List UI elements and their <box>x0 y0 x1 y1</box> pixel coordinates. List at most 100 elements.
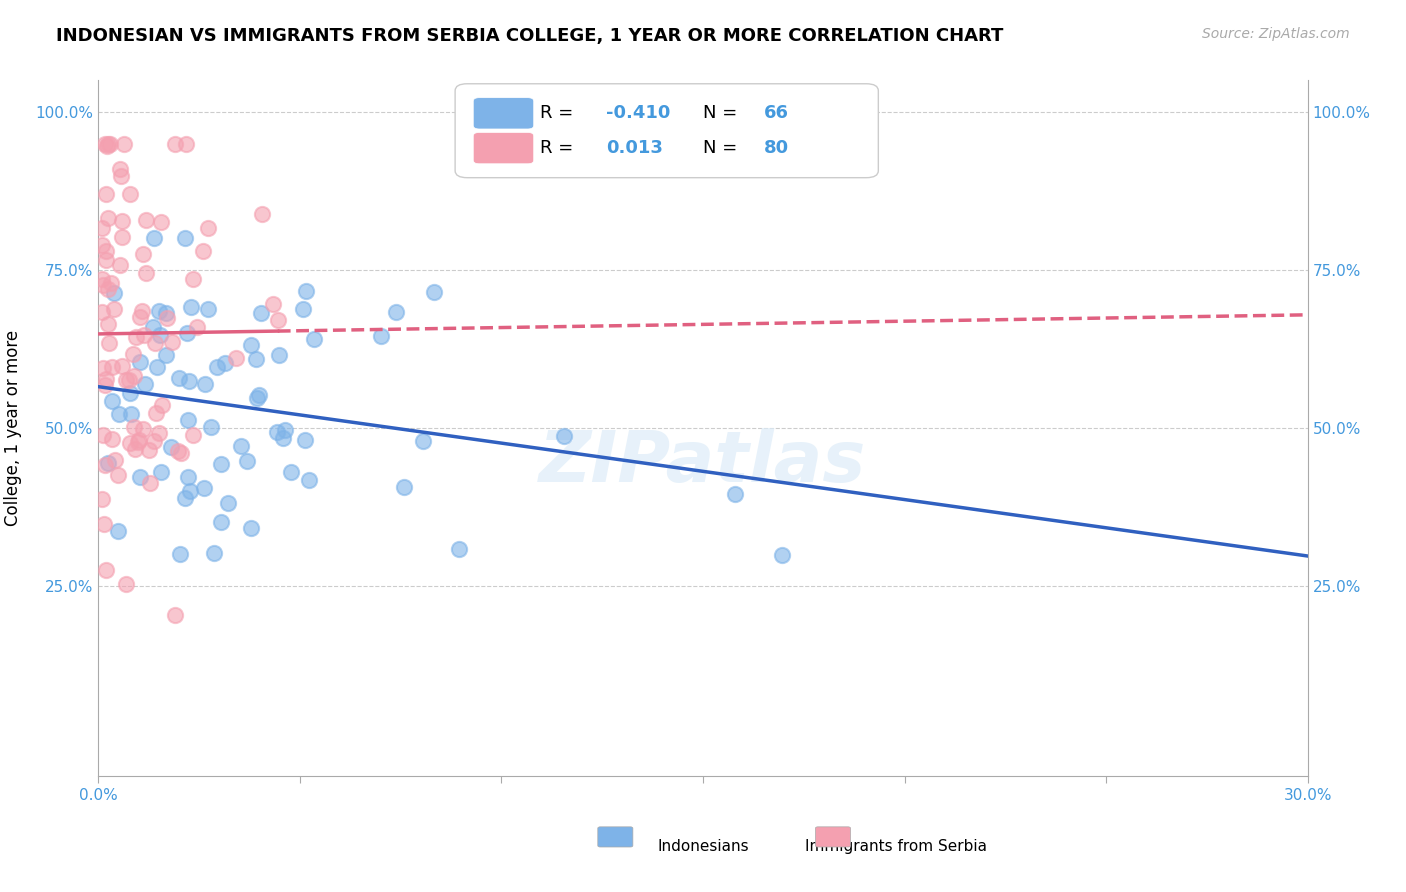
Point <box>94 253 117 268</box>
Text: Indonesians: Indonesians <box>657 838 749 854</box>
Point <box>250 207 273 221</box>
Point <box>91 271 114 285</box>
Text: R =: R = <box>540 139 579 157</box>
Point <box>118 373 141 387</box>
Point <box>97 282 120 296</box>
Text: Source: ZipAtlas.com: Source: ZipAtlas.com <box>1202 27 1350 41</box>
Point <box>103 286 125 301</box>
Point <box>245 391 267 405</box>
Point <box>94 458 117 472</box>
Point <box>724 487 747 501</box>
Text: INDONESIAN VS IMMIGRANTS FROM SERBIA COLLEGE, 1 YEAR OR MORE CORRELATION CHART: INDONESIAN VS IMMIGRANTS FROM SERBIA COL… <box>56 27 1004 45</box>
Point <box>124 442 146 456</box>
Point <box>134 327 156 342</box>
Point <box>269 348 291 362</box>
Point <box>385 304 408 318</box>
Point <box>135 266 157 280</box>
Point <box>111 359 134 374</box>
Point <box>138 442 160 457</box>
Point <box>167 370 190 384</box>
Point <box>148 425 170 440</box>
Point <box>194 376 217 391</box>
Point <box>292 301 315 316</box>
Point <box>271 430 294 444</box>
Text: -0.410: -0.410 <box>606 104 671 122</box>
Point <box>91 492 114 507</box>
Point <box>193 244 215 258</box>
FancyBboxPatch shape <box>815 827 851 847</box>
Point <box>143 336 166 351</box>
Point <box>107 467 129 482</box>
Point <box>131 304 153 318</box>
Point <box>186 320 208 334</box>
Point <box>249 306 271 320</box>
Point <box>96 138 118 153</box>
Point <box>118 386 141 401</box>
Point <box>298 473 321 487</box>
Point <box>112 136 135 151</box>
Point <box>162 334 184 349</box>
Point <box>110 169 132 184</box>
Point <box>163 608 186 623</box>
Point <box>146 360 169 375</box>
Point <box>122 420 145 434</box>
Point <box>91 428 114 442</box>
Point <box>94 563 117 577</box>
Point <box>150 398 173 412</box>
Point <box>370 329 392 343</box>
Point <box>142 434 165 449</box>
Point <box>209 516 232 530</box>
Point <box>91 220 114 235</box>
Point <box>193 482 215 496</box>
Point <box>97 456 120 470</box>
Point <box>280 466 302 480</box>
Point <box>101 360 124 375</box>
Point <box>202 546 225 560</box>
Point <box>94 244 117 259</box>
Point <box>128 310 150 324</box>
Point <box>770 548 793 562</box>
FancyBboxPatch shape <box>456 84 879 178</box>
Text: 0.013: 0.013 <box>606 139 664 157</box>
Point <box>108 258 131 272</box>
Point <box>177 469 200 483</box>
Point <box>449 541 471 556</box>
Point <box>181 428 204 442</box>
Text: ZIPatlas: ZIPatlas <box>540 428 866 498</box>
Point <box>239 338 262 352</box>
Text: 80: 80 <box>763 139 789 157</box>
Point <box>149 215 172 229</box>
Point <box>142 320 165 334</box>
Point <box>247 388 270 402</box>
Point <box>225 351 247 366</box>
Point <box>134 376 156 391</box>
Point <box>108 162 131 177</box>
Point <box>91 238 114 252</box>
Text: N =: N = <box>703 139 742 157</box>
Point <box>294 434 316 448</box>
Point <box>93 516 115 531</box>
Point <box>122 347 145 361</box>
Point <box>103 301 125 316</box>
Point <box>97 211 120 226</box>
Point <box>108 407 131 421</box>
Point <box>143 231 166 245</box>
Point <box>304 332 326 346</box>
Point <box>98 335 121 350</box>
Point <box>197 220 219 235</box>
Point <box>150 465 173 479</box>
Point <box>155 306 177 320</box>
Text: Immigrants from Serbia: Immigrants from Serbia <box>806 838 987 854</box>
Point <box>148 303 170 318</box>
Point <box>97 317 120 331</box>
Point <box>127 434 149 449</box>
Point <box>91 305 114 319</box>
Point <box>128 433 150 447</box>
Point <box>104 453 127 467</box>
Point <box>156 310 179 325</box>
Point <box>273 423 295 437</box>
FancyBboxPatch shape <box>474 132 534 164</box>
Point <box>120 436 142 450</box>
Point <box>229 439 252 453</box>
Point <box>101 433 124 447</box>
